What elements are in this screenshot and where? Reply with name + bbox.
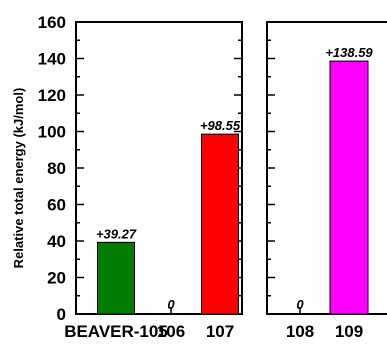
data-label-109: +138.59 xyxy=(325,45,373,60)
data-label-107: +98.55 xyxy=(200,118,241,133)
y-tick-label-40: 40 xyxy=(47,232,66,251)
y-tick-label-20: 20 xyxy=(47,269,66,288)
y-tick-label-140: 140 xyxy=(38,50,66,69)
labels-layer: BEAVER-105 +39.27 106 0 107 +98.55 108 0 109 +138… xyxy=(38,13,374,341)
bar-BEAVER-105 xyxy=(97,241,135,315)
y-axis-label: Relative total energy (kJ/mol) xyxy=(11,88,26,269)
bars-layer xyxy=(97,60,369,315)
x-tick-label-107: 107 xyxy=(206,322,234,341)
panel-frame-2 xyxy=(266,21,387,315)
data-label-BEAVER-105: +39.27 xyxy=(96,226,137,241)
y-tick-label-80: 80 xyxy=(47,159,66,178)
data-label-106: 0 xyxy=(167,297,175,312)
x-tick-label-108: 108 xyxy=(286,322,314,341)
x-tick-label-109: 109 xyxy=(335,322,363,341)
bar-109 xyxy=(329,60,369,315)
y-tick-label-0: 0 xyxy=(57,305,66,324)
y-tick-label-160: 160 xyxy=(38,13,66,32)
data-label-108: 0 xyxy=(296,297,304,312)
x-tick-label-106: 106 xyxy=(157,322,185,341)
y-tick-label-120: 120 xyxy=(38,86,66,105)
x-tick-label-BEAVER-105: BEAVER-105 xyxy=(64,322,168,341)
y-tick-label-60: 60 xyxy=(47,196,66,215)
y-tick-label-100: 100 xyxy=(38,123,66,142)
bar-107 xyxy=(201,133,239,315)
